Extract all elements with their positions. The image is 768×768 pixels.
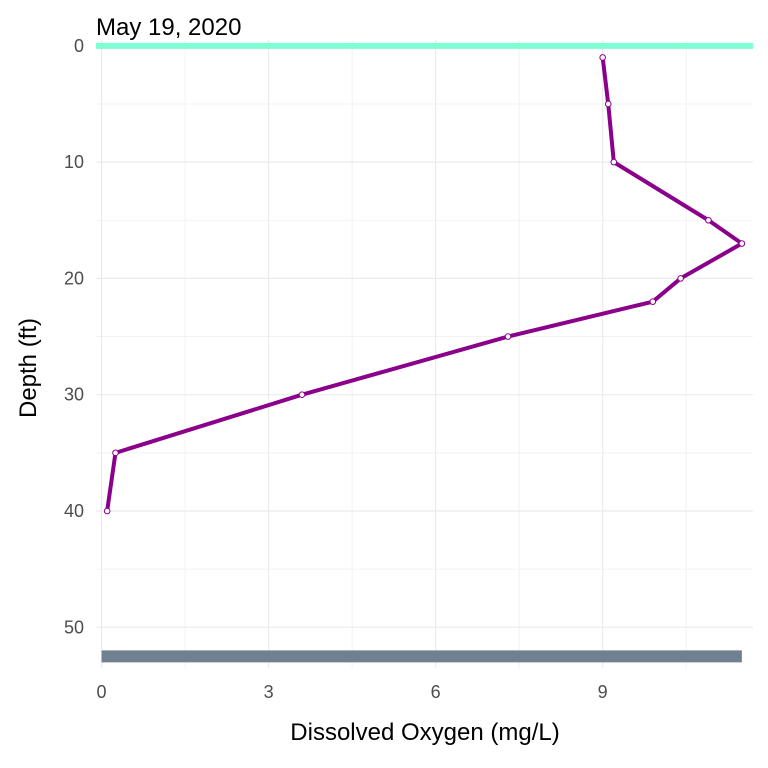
series-segment xyxy=(678,241,744,281)
series-lines xyxy=(105,55,744,513)
data-point xyxy=(298,391,306,399)
y-tick-label: 50 xyxy=(64,617,84,637)
x-axis-tick-labels: 0 3 6 9 xyxy=(97,682,608,702)
y-axis-tick-labels: 0 10 20 30 40 50 xyxy=(64,36,84,637)
series-points xyxy=(103,54,746,515)
y-axis-title: Depth (ft) xyxy=(15,318,42,418)
minor-gridlines xyxy=(96,40,753,668)
chart-title: May 19, 2020 xyxy=(96,14,241,41)
y-tick-label: 0 xyxy=(74,36,84,56)
x-tick-label: 3 xyxy=(264,682,274,702)
x-tick-label: 6 xyxy=(431,682,441,702)
data-point xyxy=(738,240,746,247)
y-tick-label: 20 xyxy=(64,268,84,288)
series-segment xyxy=(706,218,744,246)
series-segment xyxy=(606,101,616,165)
data-point xyxy=(610,158,618,166)
data-point xyxy=(604,100,612,108)
series-segment xyxy=(113,392,305,455)
data-point xyxy=(599,54,606,61)
data-point xyxy=(504,333,512,340)
data-point xyxy=(649,298,657,305)
series-segment xyxy=(300,334,511,397)
series-segment xyxy=(611,160,711,223)
data-point xyxy=(677,275,684,282)
x-tick-label: 0 xyxy=(97,682,107,702)
y-tick-label: 30 xyxy=(64,385,84,405)
reference-lines xyxy=(96,42,753,663)
data-point xyxy=(103,507,111,515)
series-segment xyxy=(650,276,683,304)
x-tick-label: 9 xyxy=(598,682,608,702)
series-segment xyxy=(600,55,611,106)
data-point xyxy=(112,449,119,457)
series-segment xyxy=(105,450,118,513)
data-point xyxy=(705,216,712,224)
major-gridlines xyxy=(96,40,753,668)
x-axis-title: Dissolved Oxygen (mg/L) xyxy=(290,719,559,746)
series-segment xyxy=(506,299,655,339)
y-tick-label: 10 xyxy=(64,152,84,172)
y-tick-label: 40 xyxy=(64,501,84,521)
